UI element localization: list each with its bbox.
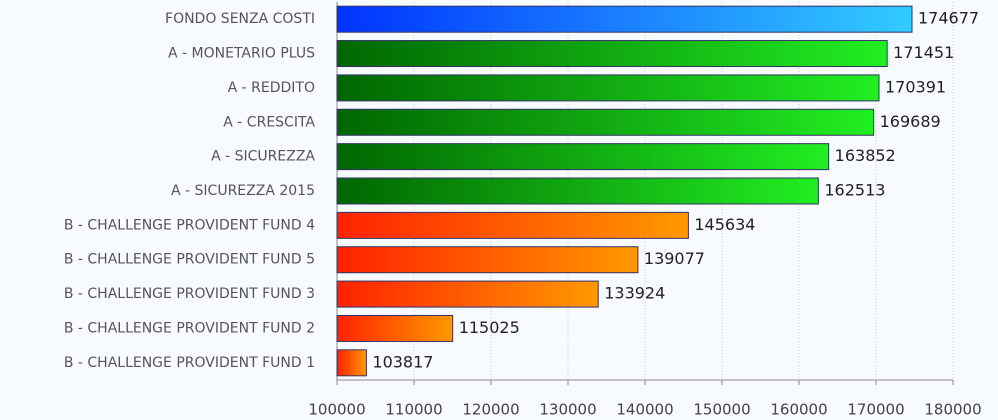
y-tick-label: B - CHALLENGE PROVIDENT FUND 3 [64,286,315,302]
x-tick-label: 130000 [539,401,596,419]
bar [336,74,880,102]
x-tick-label: 110000 [385,401,442,419]
y-tick-label: A - SICUREZZA [211,149,315,165]
x-tick-label: 140000 [616,401,673,419]
y-tick-label: A - REDDITO [228,80,315,96]
y-tick-label: FONDO SENZA COSTI [165,11,315,27]
y-tick-label: B - CHALLENGE PROVIDENT FUND 4 [64,217,315,233]
y-tick-label: A - SICUREZZA 2015 [171,183,315,199]
bar [336,349,367,377]
bar [336,108,875,136]
value-label: 170391 [885,77,946,96]
value-label: 163852 [835,146,896,165]
value-label: 162513 [824,181,885,200]
y-tick-label: B - CHALLENGE PROVIDENT FUND 2 [64,320,315,336]
x-tick-label: 170000 [847,401,904,419]
bar [336,280,599,308]
bar [336,40,888,68]
value-label: 103817 [372,352,433,371]
bar [336,143,830,171]
bar [336,5,913,33]
value-label: 171451 [893,43,954,62]
y-tick-label: A - CRESCITA [223,114,315,130]
y-tick-label: A - MONETARIO PLUS [168,46,315,62]
y-tick-label: B - CHALLENGE PROVIDENT FUND 5 [64,252,315,268]
x-tick-label: 150000 [693,401,750,419]
y-tick-label: B - CHALLENGE PROVIDENT FUND 1 [64,355,315,371]
bar [336,314,454,342]
x-tick-label: 160000 [770,401,827,419]
bar [336,211,689,239]
value-label: 145634 [694,215,755,234]
value-label: 139077 [644,249,705,268]
bar [336,177,819,205]
value-label: 133924 [604,284,665,303]
value-label: 174677 [918,9,979,28]
x-tick-label: 180000 [924,401,981,419]
x-tick-label: 100000 [308,401,365,419]
x-tick-label: 120000 [462,401,519,419]
bar [336,246,639,274]
value-label: 169689 [880,112,941,131]
value-label: 115025 [459,318,520,337]
